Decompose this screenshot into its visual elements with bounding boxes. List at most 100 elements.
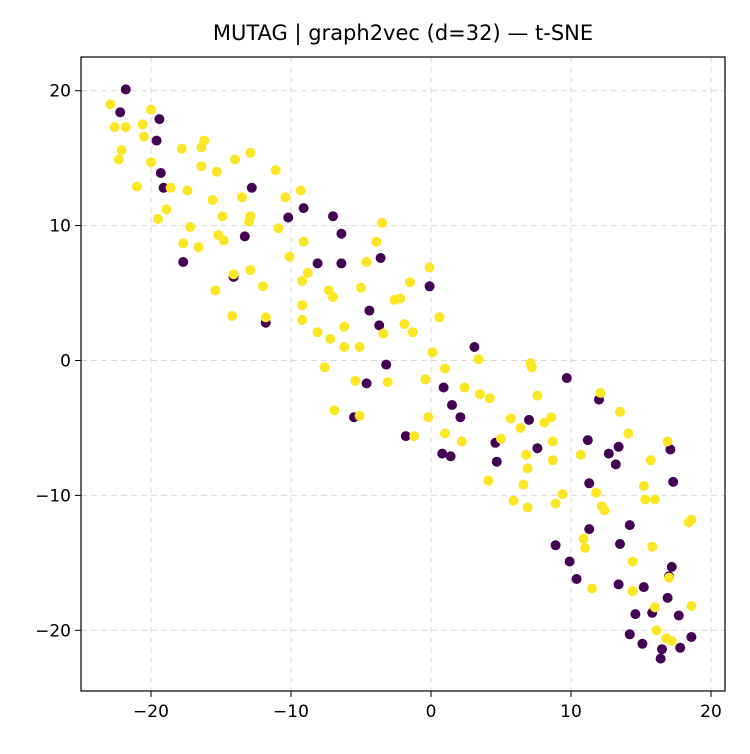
- data-point-class-0: [178, 257, 189, 267]
- data-point-class-1: [211, 166, 222, 177]
- data-point-class-0: [584, 524, 595, 535]
- data-point-class-1: [547, 455, 558, 466]
- data-point-class-1: [638, 481, 649, 491]
- data-point-class-1: [427, 347, 438, 358]
- data-point-class-0: [445, 451, 456, 462]
- data-point-class-0: [312, 258, 323, 269]
- data-point-class-1: [686, 514, 697, 525]
- data-point-class-1: [456, 436, 467, 447]
- data-point-class-1: [627, 556, 638, 567]
- data-point-class-1: [591, 487, 602, 498]
- data-point-class-1: [245, 211, 256, 222]
- y-tick-label: 10: [49, 217, 71, 237]
- data-point-class-1: [382, 377, 393, 388]
- data-point-class-1: [483, 475, 494, 486]
- data-point-class-0: [364, 305, 375, 316]
- data-point-class-0: [675, 642, 686, 653]
- data-point-class-1: [473, 354, 484, 365]
- data-point-class-1: [627, 586, 638, 597]
- data-point-class-1: [399, 319, 410, 330]
- data-point-class-1: [295, 185, 306, 196]
- data-point-class-1: [329, 405, 340, 416]
- data-point-class-0: [615, 539, 625, 549]
- chart-title: MUTAG | graph2vec (d=32) — t-SNE: [213, 21, 593, 46]
- data-point-class-0: [154, 114, 165, 125]
- data-point-class-0: [624, 629, 635, 640]
- data-point-class-1: [312, 327, 323, 338]
- data-point-class-1: [302, 267, 313, 278]
- data-point-class-1: [319, 362, 330, 373]
- data-point-class-1: [395, 293, 406, 304]
- data-point-class-1: [420, 374, 431, 385]
- data-point-class-1: [120, 122, 131, 133]
- data-point-class-1: [484, 393, 495, 404]
- data-point-class-1: [137, 119, 148, 130]
- data-point-class-0: [400, 431, 411, 442]
- data-point-class-1: [587, 583, 597, 594]
- data-point-class-0: [613, 441, 624, 452]
- data-point-class-0: [550, 540, 561, 551]
- data-point-class-0: [630, 609, 641, 620]
- data-point-class-0: [336, 228, 347, 239]
- data-point-class-0: [561, 373, 572, 383]
- axis-ticks: −20 −10 0 10 20 −20 −10 0 10 20: [35, 82, 722, 722]
- data-point-class-1: [521, 449, 532, 460]
- x-tick-label: 20: [700, 702, 722, 722]
- data-point-class-1: [505, 413, 516, 424]
- data-point-class-0: [298, 203, 309, 214]
- data-point-class-0: [120, 84, 131, 95]
- data-point-class-1: [185, 222, 196, 232]
- x-tick-label: 10: [560, 702, 582, 722]
- data-point-class-1: [139, 131, 149, 142]
- data-point-class-1: [508, 495, 519, 506]
- data-point-class-1: [547, 436, 558, 447]
- data-point-class-1: [284, 251, 295, 262]
- data-point-class-1: [153, 213, 163, 224]
- data-point-class-1: [526, 362, 537, 373]
- data-point-class-0: [564, 556, 575, 567]
- data-point-class-1: [550, 498, 561, 509]
- data-point-class-1: [647, 541, 658, 552]
- data-point-class-1: [409, 431, 420, 442]
- data-point-class-1: [575, 449, 586, 460]
- data-point-class-1: [196, 142, 207, 153]
- data-point-class-1: [407, 327, 418, 338]
- data-point-class-1: [423, 412, 434, 423]
- data-point-class-0: [613, 579, 624, 590]
- data-point-class-1: [546, 412, 557, 423]
- data-point-class-0: [638, 582, 649, 593]
- data-point-class-1: [230, 154, 240, 165]
- data-point-class-1: [539, 417, 550, 428]
- data-point-class-0: [381, 359, 392, 370]
- data-point-class-1: [328, 292, 338, 303]
- x-tick-label: −10: [273, 702, 309, 722]
- data-point-class-1: [623, 428, 634, 439]
- data-point-class-0: [668, 476, 679, 487]
- data-point-class-1: [280, 192, 291, 203]
- data-point-class-1: [599, 505, 610, 516]
- data-point-class-1: [666, 636, 677, 647]
- data-point-class-1: [532, 390, 543, 401]
- data-point-class-1: [217, 211, 228, 222]
- data-point-class-0: [438, 382, 449, 393]
- data-point-class-1: [475, 389, 485, 400]
- data-point-class-0: [673, 610, 684, 621]
- data-point-class-1: [210, 285, 221, 296]
- data-point-class-0: [657, 644, 667, 655]
- data-point-class-0: [375, 253, 386, 263]
- data-point-class-1: [339, 342, 350, 352]
- data-point-class-1: [113, 154, 124, 165]
- data-point-class-0: [361, 378, 372, 389]
- data-point-class-1: [578, 533, 589, 544]
- data-point-class-1: [182, 185, 193, 196]
- data-point-class-1: [664, 572, 674, 583]
- data-point-class-1: [580, 543, 590, 553]
- y-tick-label: 0: [60, 352, 71, 372]
- data-point-class-1: [297, 275, 308, 286]
- data-point-class-0: [637, 638, 648, 649]
- data-point-class-1: [518, 479, 529, 490]
- data-point-class-1: [651, 625, 662, 636]
- data-point-class-1: [297, 300, 308, 311]
- data-point-class-1: [354, 410, 365, 421]
